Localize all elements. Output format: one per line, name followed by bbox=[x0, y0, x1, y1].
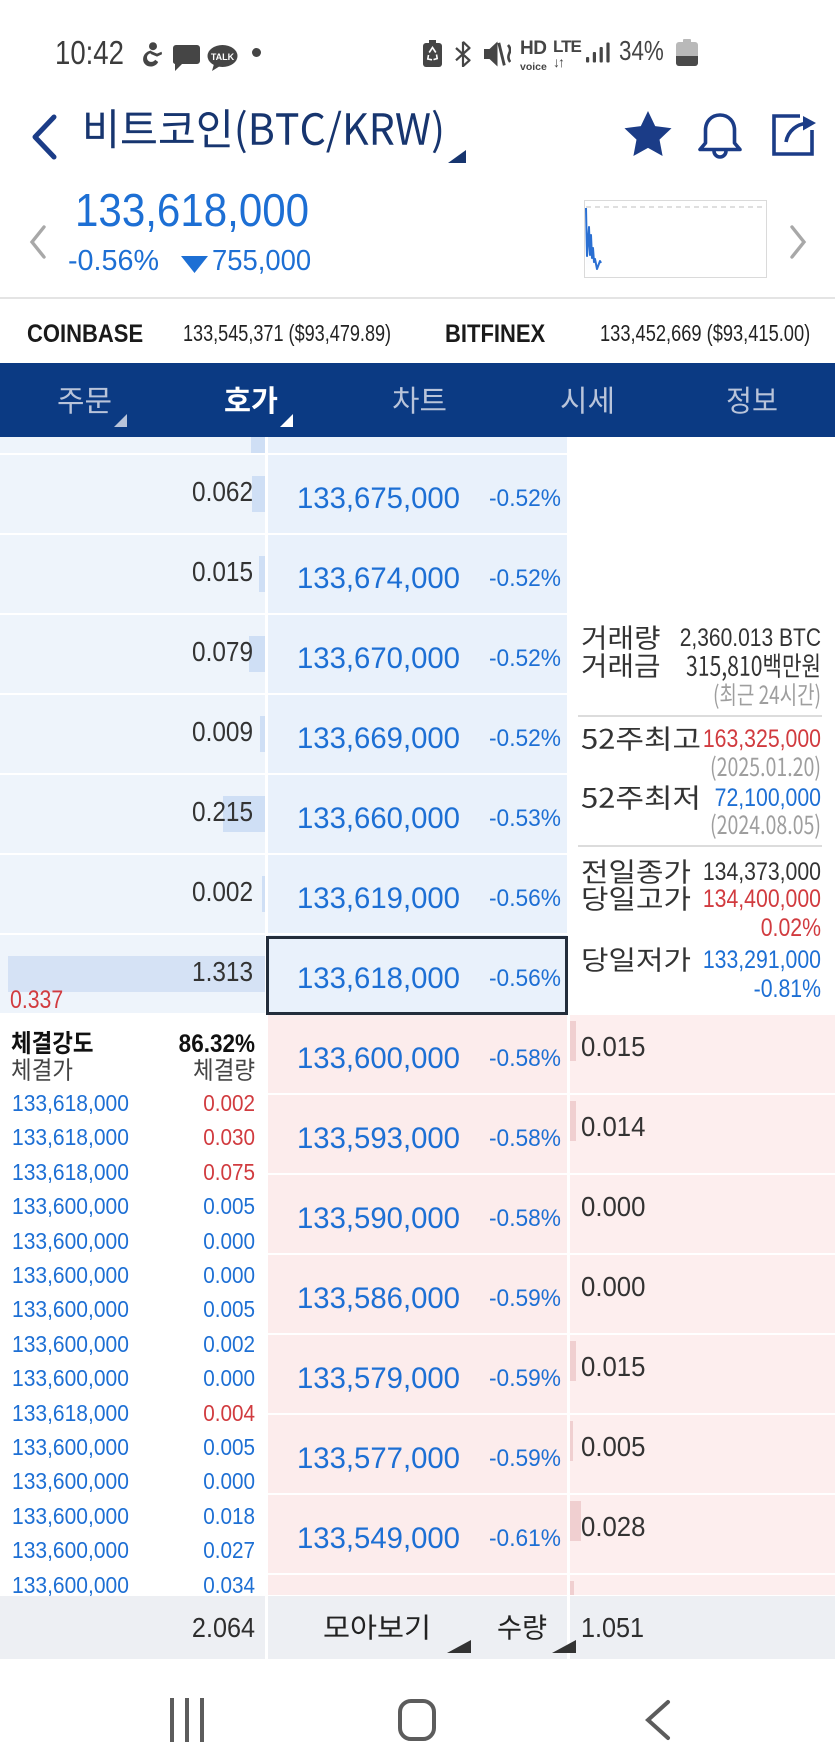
svg-text:TALK: TALK bbox=[211, 52, 235, 62]
